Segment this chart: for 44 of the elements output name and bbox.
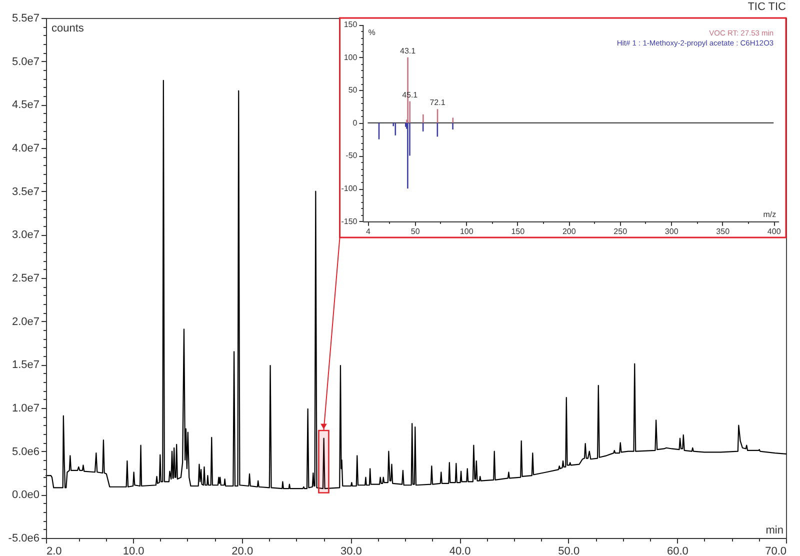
- x-tick-label: 30.0: [340, 546, 362, 556]
- y-tick-label: -150: [341, 216, 358, 226]
- x-tick-label: 40.0: [449, 546, 471, 556]
- y-axis-title: %: [368, 28, 376, 37]
- y-tick-label: 50: [348, 86, 358, 95]
- x-tick-label: 4: [366, 226, 371, 236]
- x-tick-label: 250: [614, 226, 628, 236]
- annotation: 72.1: [430, 98, 446, 108]
- x-tick-label: 300: [664, 226, 679, 236]
- x-tick-label: 400: [767, 226, 782, 236]
- y-tick-label: 2.5e7: [12, 272, 40, 284]
- x-tick-label: 60.0: [666, 546, 688, 556]
- x-tick-label: 150: [511, 226, 526, 236]
- x-tick-label: 50: [410, 226, 420, 236]
- y-tick-label: 3.0e7: [12, 229, 40, 242]
- y-tick-label: 1.0e7: [12, 402, 40, 414]
- y-tick-label: 5.0e7: [12, 56, 40, 68]
- x-tick-label: 10.0: [122, 546, 144, 556]
- x-axis-title: min: [766, 524, 784, 536]
- x-tick-label: 100: [460, 226, 474, 236]
- y-tick-label: 0.0e0: [12, 489, 40, 502]
- y-tick-label: 5.5e7: [12, 12, 40, 24]
- annotation: 43.1: [400, 46, 416, 56]
- x-tick-label: 350: [716, 226, 730, 236]
- x-tick-label: 70.0: [765, 546, 786, 556]
- y-tick-label: 4.0e7: [12, 142, 40, 154]
- x-tick-label: 50.0: [558, 546, 580, 556]
- y-tick-label: 5.0e6: [12, 446, 40, 458]
- y-tick-label: 4.5e7: [12, 99, 40, 112]
- y-tick-label: 100: [344, 52, 358, 62]
- y-tick-label: -100: [341, 184, 358, 194]
- chart-title: TIC TIC: [748, 1, 786, 13]
- x-tick-label: 200: [562, 226, 576, 236]
- y-tick-label: 0: [352, 118, 358, 128]
- y-tick-label: -50: [346, 151, 358, 160]
- x-tick-label: 20.0: [232, 546, 254, 556]
- y-tick-label: 2.0e7: [12, 316, 40, 328]
- y-tick-label: 3.5e7: [12, 186, 40, 198]
- x-axis-title: m/z: [763, 210, 776, 219]
- y-tick-label: -5.0e6: [8, 532, 40, 544]
- y-tick-label: 150: [344, 20, 358, 29]
- x-tick-label: 2.0: [46, 546, 62, 556]
- y-tick-label: 1.5e7: [12, 359, 40, 372]
- y-axis-title: counts: [52, 22, 84, 34]
